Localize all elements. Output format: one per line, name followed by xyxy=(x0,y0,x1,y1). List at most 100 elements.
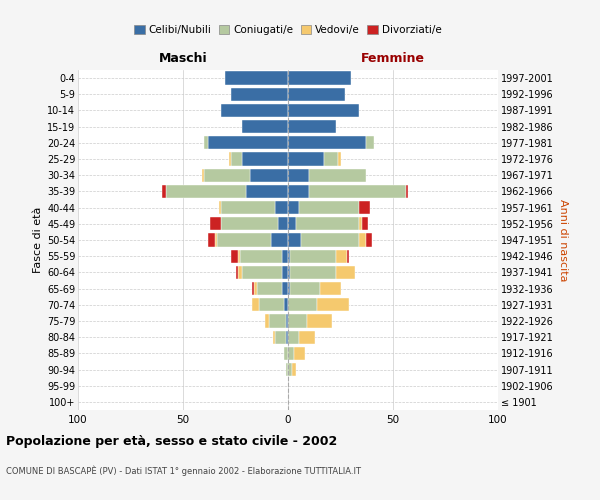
Bar xyxy=(271,234,288,246)
Bar xyxy=(309,168,366,182)
Bar xyxy=(242,120,288,134)
Bar xyxy=(295,346,305,360)
Bar xyxy=(324,152,338,166)
Bar xyxy=(229,152,232,166)
Bar xyxy=(215,234,217,246)
Bar xyxy=(253,298,259,312)
Bar xyxy=(210,217,221,230)
Bar xyxy=(288,120,337,134)
Bar xyxy=(208,234,215,246)
Bar xyxy=(317,298,349,312)
Text: Femmine: Femmine xyxy=(361,52,425,65)
Bar xyxy=(307,314,332,328)
Bar xyxy=(240,250,282,263)
Bar xyxy=(269,314,286,328)
Bar xyxy=(309,185,406,198)
Bar xyxy=(290,282,320,295)
Bar xyxy=(284,298,288,312)
Bar xyxy=(288,298,317,312)
Y-axis label: Fasce di età: Fasce di età xyxy=(32,207,43,273)
Bar xyxy=(275,330,286,344)
Bar xyxy=(288,314,307,328)
Bar xyxy=(273,330,275,344)
Bar xyxy=(288,330,299,344)
Bar xyxy=(288,201,299,214)
Bar xyxy=(221,217,277,230)
Bar xyxy=(347,250,349,263)
Bar xyxy=(257,282,282,295)
Bar xyxy=(337,250,347,263)
Bar xyxy=(359,201,370,214)
Bar xyxy=(288,152,324,166)
Bar xyxy=(232,88,288,101)
Bar xyxy=(301,234,359,246)
Bar xyxy=(286,363,288,376)
Bar xyxy=(288,250,290,263)
Bar xyxy=(288,88,345,101)
Bar xyxy=(288,72,351,85)
Bar xyxy=(275,201,288,214)
Bar xyxy=(299,201,359,214)
Bar xyxy=(288,217,296,230)
Bar xyxy=(288,185,309,198)
Bar xyxy=(282,250,288,263)
Bar xyxy=(232,250,238,263)
Bar xyxy=(202,168,204,182)
Bar xyxy=(337,266,355,279)
Bar xyxy=(288,282,290,295)
Bar xyxy=(292,363,296,376)
Bar xyxy=(250,168,288,182)
Bar xyxy=(288,363,292,376)
Bar xyxy=(284,346,288,360)
Bar xyxy=(288,234,301,246)
Bar xyxy=(204,168,250,182)
Text: COMUNE DI BASCAPÈ (PV) - Dati ISTAT 1° gennaio 2002 - Elaborazione TUTTITALIA.IT: COMUNE DI BASCAPÈ (PV) - Dati ISTAT 1° g… xyxy=(6,465,361,475)
Legend: Celibi/Nubili, Coniugati/e, Vedovi/e, Divorziati/e: Celibi/Nubili, Coniugati/e, Vedovi/e, Di… xyxy=(130,21,446,39)
Bar xyxy=(221,201,275,214)
Bar xyxy=(259,298,284,312)
Bar xyxy=(288,168,309,182)
Bar xyxy=(238,250,240,263)
Bar xyxy=(218,201,221,214)
Bar xyxy=(242,152,288,166)
Bar xyxy=(288,104,359,117)
Bar xyxy=(166,185,246,198)
Bar xyxy=(288,346,295,360)
Bar xyxy=(338,152,341,166)
Bar xyxy=(359,234,366,246)
Bar xyxy=(252,282,254,295)
Bar xyxy=(277,217,288,230)
Bar xyxy=(288,136,366,149)
Text: Popolazione per età, sesso e stato civile - 2002: Popolazione per età, sesso e stato civil… xyxy=(6,435,337,448)
Text: Maschi: Maschi xyxy=(158,52,208,65)
Bar xyxy=(162,185,166,198)
Bar xyxy=(238,266,242,279)
Bar xyxy=(204,136,208,149)
Bar xyxy=(208,136,288,149)
Bar xyxy=(265,314,269,328)
Bar xyxy=(225,72,288,85)
Bar xyxy=(359,217,362,230)
Bar xyxy=(286,314,288,328)
Bar xyxy=(366,234,372,246)
Bar xyxy=(290,250,337,263)
Bar xyxy=(290,266,337,279)
Bar xyxy=(286,330,288,344)
Bar xyxy=(221,104,288,117)
Bar xyxy=(366,136,374,149)
Bar xyxy=(299,330,316,344)
Bar xyxy=(361,217,368,230)
Y-axis label: Anni di nascita: Anni di nascita xyxy=(557,198,568,281)
Bar xyxy=(242,266,282,279)
Bar xyxy=(320,282,341,295)
Bar xyxy=(296,217,359,230)
Bar xyxy=(288,266,290,279)
Bar xyxy=(406,185,408,198)
Bar xyxy=(232,152,242,166)
Bar xyxy=(282,282,288,295)
Bar xyxy=(217,234,271,246)
Bar xyxy=(235,266,238,279)
Bar xyxy=(246,185,288,198)
Bar xyxy=(254,282,257,295)
Bar xyxy=(282,266,288,279)
